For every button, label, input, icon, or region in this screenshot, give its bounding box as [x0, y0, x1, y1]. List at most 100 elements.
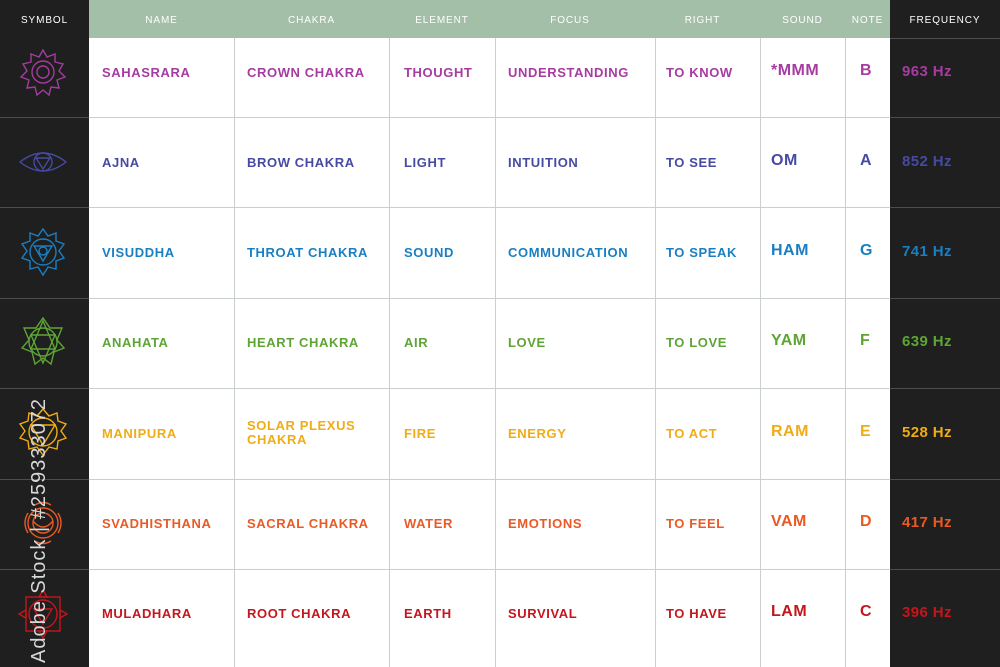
row-ajna-chakra: BROW CHAKRA	[247, 155, 355, 170]
row-ajna-note: A	[860, 152, 873, 169]
grid-line	[495, 38, 496, 667]
row-manipura-right: TO ACT	[666, 426, 718, 441]
row-svadhisthana-right: TO FEEL	[666, 516, 725, 531]
side-divider	[0, 298, 89, 299]
side-divider	[890, 569, 1000, 570]
row-anahata-name: ANAHATA	[102, 335, 169, 350]
row-muladhara-sound: LAM	[771, 603, 808, 620]
row-divider	[89, 479, 890, 480]
row-divider	[89, 207, 890, 208]
heart-chakra-icon	[20, 316, 66, 366]
sacral-chakra-icon	[24, 501, 62, 545]
row-ajna-frequency: 852 Hz	[902, 153, 952, 170]
row-svadhisthana-chakra: SACRAL CHAKRA	[247, 516, 369, 531]
row-anahata-sound: YAM	[771, 332, 807, 349]
row-sahasrara-right: TO KNOW	[666, 65, 733, 80]
row-anahata-frequency: 639 Hz	[902, 333, 952, 350]
row-anahata-element: AIR	[404, 335, 429, 350]
grid-line	[655, 38, 656, 667]
header-name: NAME	[145, 15, 178, 26]
row-svadhisthana-name: SVADHISTHANA	[102, 516, 212, 531]
frequency-column	[890, 0, 1000, 667]
row-divider	[89, 569, 890, 570]
row-manipura-element: FIRE	[404, 426, 437, 441]
throat-chakra-icon	[20, 227, 66, 277]
row-divider	[89, 117, 890, 118]
row-divider	[89, 298, 890, 299]
stock-watermark: Adobe Stock | #259333072	[6, 398, 50, 663]
symbol-column	[0, 0, 89, 667]
row-svadhisthana-frequency: 417 Hz	[902, 514, 952, 531]
row-divider	[89, 388, 890, 389]
row-visuddha-frequency: 741 Hz	[902, 243, 952, 260]
row-manipura-chakra: SOLAR PLEXUS CHAKRA	[247, 418, 356, 447]
side-divider	[0, 117, 89, 118]
side-divider	[0, 479, 89, 480]
row-anahata-chakra: HEART CHAKRA	[247, 335, 359, 350]
row-manipura-frequency: 528 Hz	[902, 424, 952, 441]
row-ajna-focus: INTUITION	[508, 155, 579, 170]
side-divider	[890, 207, 1000, 208]
solar-plexus-chakra-icon	[18, 407, 68, 457]
row-anahata-focus: LOVE	[508, 335, 546, 350]
side-divider	[0, 388, 89, 389]
header-frequency: FREQUENCY	[909, 15, 981, 26]
row-muladhara-focus: SURVIVAL	[508, 606, 578, 621]
row-muladhara-chakra: ROOT CHAKRA	[247, 606, 352, 621]
side-divider	[890, 117, 1000, 118]
brow-chakra-icon	[18, 152, 68, 172]
row-manipura-note: E	[860, 423, 872, 440]
row-svadhisthana-focus: EMOTIONS	[508, 516, 583, 531]
row-svadhisthana-sound: VAM	[771, 513, 807, 530]
header-sound: SOUND	[782, 15, 823, 26]
side-divider	[890, 388, 1000, 389]
grid-line	[845, 38, 846, 667]
row-manipura-name: MANIPURA	[102, 426, 177, 441]
row-visuddha-sound: HAM	[771, 242, 809, 259]
row-visuddha-right: TO SPEAK	[666, 245, 738, 260]
row-muladhara-right: TO HAVE	[666, 606, 727, 621]
side-divider	[0, 207, 89, 208]
row-visuddha-chakra: THROAT CHAKRA	[247, 245, 368, 260]
side-divider	[890, 479, 1000, 480]
header-symbol: SYMBOL	[20, 15, 69, 26]
header-chakra: CHAKRA	[287, 15, 336, 26]
row-sahasrara-chakra: CROWN CHAKRA	[247, 65, 365, 80]
row-visuddha-focus: COMMUNICATION	[508, 245, 629, 260]
row-muladhara-name: MULADHARA	[102, 606, 192, 621]
row-sahasrara-frequency: 963 Hz	[902, 63, 952, 80]
side-divider	[890, 38, 1000, 39]
header-focus: FOCUS	[550, 15, 590, 26]
header-band	[89, 0, 890, 38]
grid-line	[760, 38, 761, 667]
row-ajna-sound: OM	[771, 152, 798, 169]
row-visuddha-name: VISUDDHA	[102, 245, 175, 260]
row-sahasrara-note: B	[860, 62, 873, 79]
row-visuddha-element: SOUND	[404, 245, 454, 260]
side-divider	[890, 298, 1000, 299]
row-visuddha-note: G	[860, 242, 873, 259]
header-note: NOTE	[851, 15, 884, 26]
row-muladhara-note: C	[860, 603, 873, 620]
row-anahata-note: F	[860, 332, 871, 349]
row-manipura-focus: ENERGY	[508, 426, 567, 441]
header-element: ELEMENT	[415, 15, 469, 26]
table-body	[89, 38, 890, 667]
row-anahata-right: TO LOVE	[666, 335, 728, 350]
row-sahasrara-focus: UNDERSTANDING	[508, 65, 629, 80]
crown-chakra-icon	[19, 48, 67, 97]
row-sahasrara-name: SAHASRARA	[102, 65, 191, 80]
grid-line	[234, 38, 235, 667]
side-divider	[0, 569, 89, 570]
watermark-text: Adobe Stock | #259333072	[28, 398, 50, 663]
row-muladhara-element: EARTH	[404, 606, 452, 621]
row-svadhisthana-element: WATER	[404, 516, 453, 531]
header-right: RIGHT	[684, 15, 721, 26]
row-ajna-element: LIGHT	[404, 155, 446, 170]
row-muladhara-frequency: 396 Hz	[902, 604, 952, 621]
root-chakra-icon	[17, 588, 69, 640]
grid-line	[389, 38, 390, 667]
row-sahasrara-element: THOUGHT	[404, 65, 473, 80]
row-ajna-right: TO SEE	[666, 155, 718, 170]
